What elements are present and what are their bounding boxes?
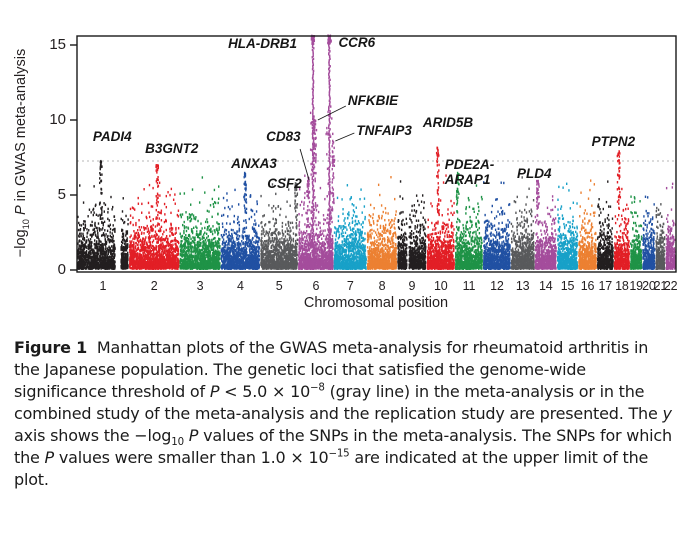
y-tick-label-0: 0 bbox=[57, 261, 66, 278]
x-tick-label-chr5: 5 bbox=[275, 279, 283, 293]
y-tick-label-15: 15 bbox=[49, 36, 66, 53]
locus-label-b3gnt2: B3GNT2 bbox=[145, 141, 198, 156]
locus-label-line: HLA-DRB1 bbox=[228, 36, 298, 51]
locus-label-cd83: CD83 bbox=[266, 129, 301, 144]
x-tick-label-chr1: 1 bbox=[99, 279, 107, 293]
x-tick-label-chr6: 6 bbox=[312, 279, 320, 293]
y-tick-label-5: 5 bbox=[57, 186, 66, 203]
locus-label-line: CSF2 bbox=[267, 176, 302, 191]
figure-caption-label: Figure 1 bbox=[14, 338, 88, 357]
manhattan-figure: −log10 P in GWAS meta-analysis Chromosom… bbox=[0, 0, 691, 334]
x-tick-label-chr18: 18 bbox=[615, 279, 629, 293]
x-tick-label-chr17: 17 bbox=[598, 279, 613, 293]
locus-label-line: PLD4 bbox=[516, 166, 552, 181]
locus-label-anxa3: ANXA3 bbox=[231, 156, 277, 171]
x-tick-label-chr15: 15 bbox=[560, 279, 575, 293]
figure-caption-spacer bbox=[87, 338, 97, 357]
locus-label-tnfaip3: TNFAIP3 bbox=[356, 123, 412, 138]
locus-label-pld4: PLD4 bbox=[517, 166, 552, 181]
locus-label-ptpn2: PTPN2 bbox=[592, 134, 636, 149]
x-tick-label-chr14: 14 bbox=[539, 279, 553, 293]
locus-label-line: PADI4 bbox=[92, 129, 132, 144]
locus-label-line: ARAP1 bbox=[444, 172, 491, 187]
locus-label-hla-drb1: HLA-DRB1 bbox=[228, 36, 297, 51]
manhattan-plot-canvas bbox=[0, 0, 691, 334]
x-tick-label-chr12: 12 bbox=[490, 279, 504, 293]
x-tick-label-chr9: 9 bbox=[408, 279, 416, 293]
locus-label-line: PTPN2 bbox=[591, 134, 636, 149]
locus-label-line: PDE2A- bbox=[444, 157, 495, 172]
x-tick-label-chr20: 20 bbox=[642, 279, 656, 293]
locus-label-line: CCR6 bbox=[338, 35, 376, 50]
x-axis-title: Chromosomal position bbox=[303, 295, 449, 311]
locus-label-line: ARID5B bbox=[422, 115, 474, 130]
x-tick-label-chr11: 11 bbox=[462, 279, 476, 293]
locus-label-line: B3GNT2 bbox=[145, 141, 199, 156]
figure-caption-text: Manhattan plots of the GWAS meta-analysi… bbox=[14, 338, 672, 489]
y-axis-title: −log10 P in GWAS meta-analysis bbox=[13, 48, 31, 258]
locus-label-line: CD83 bbox=[266, 129, 301, 144]
x-tick-label-chr21: 21 bbox=[653, 279, 668, 293]
x-tick-label-chr19: 19 bbox=[629, 279, 643, 293]
x-tick-label-chr22: 22 bbox=[663, 279, 678, 293]
locus-label-padi4: PADI4 bbox=[93, 129, 132, 144]
locus-label-line: TNFAIP3 bbox=[356, 123, 412, 138]
locus-label-arid5b: ARID5B bbox=[423, 115, 473, 130]
x-tick-label-chr13: 13 bbox=[515, 279, 530, 293]
locus-label-csf2: CSF2 bbox=[267, 176, 302, 191]
locus-label-nfkbie: NFKBIE bbox=[348, 93, 398, 108]
x-tick-label-chr7: 7 bbox=[346, 279, 354, 293]
x-tick-label-chr3: 3 bbox=[196, 279, 204, 293]
locus-label-pde2a-arap1: PDE2A- ARAP1 bbox=[445, 157, 495, 187]
y-tick-label-10: 10 bbox=[49, 111, 66, 128]
x-tick-label-chr8: 8 bbox=[378, 279, 386, 293]
x-tick-label-chr4: 4 bbox=[237, 279, 244, 293]
x-tick-label-chr2: 2 bbox=[150, 279, 158, 293]
figure-caption: Figure 1 Manhattan plots of the GWAS met… bbox=[14, 337, 676, 491]
locus-label-line: ANXA3 bbox=[231, 156, 277, 171]
locus-label-ccr6: CCR6 bbox=[338, 35, 375, 50]
locus-label-line: NFKBIE bbox=[347, 93, 399, 108]
x-tick-label-chr16: 16 bbox=[580, 279, 595, 293]
x-tick-label-chr10: 10 bbox=[433, 279, 448, 293]
